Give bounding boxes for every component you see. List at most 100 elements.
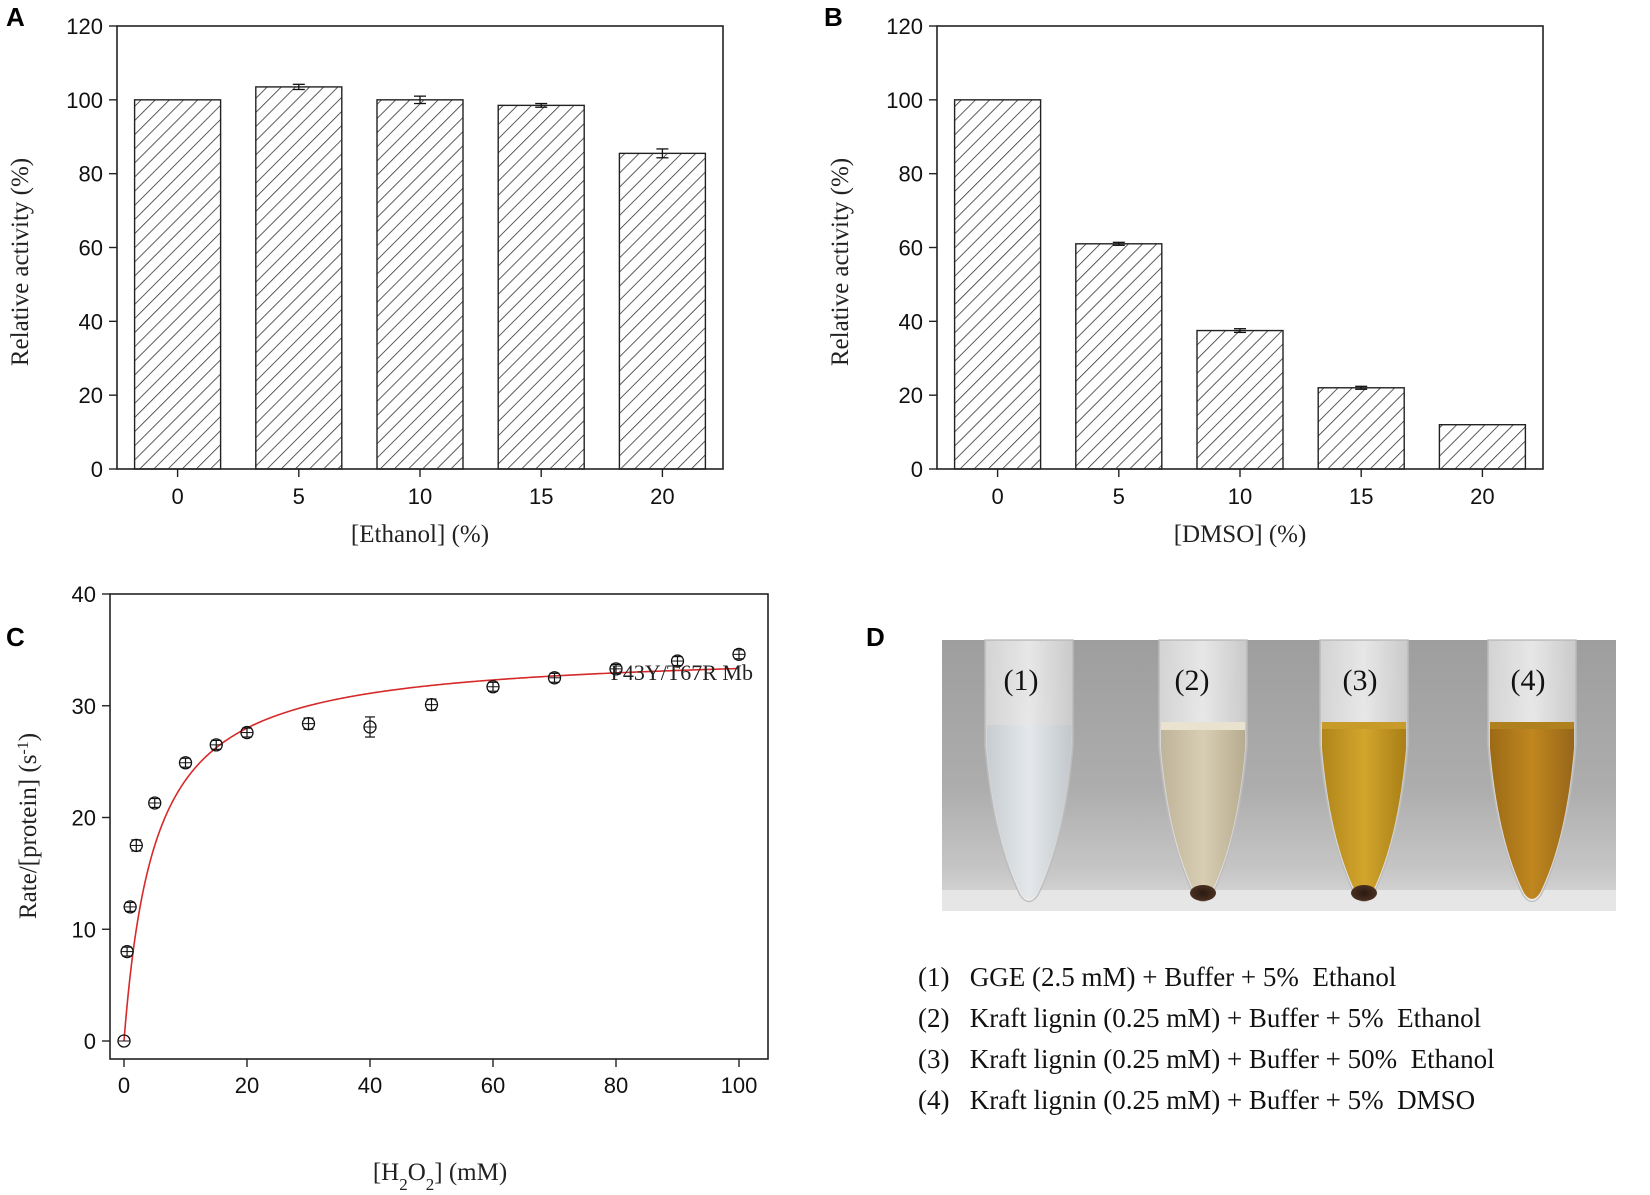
x-tick-label: 20 [235, 1073, 259, 1098]
panel-letter-c: C [6, 622, 25, 652]
error-bar [656, 148, 669, 159]
data-points [117, 647, 746, 1048]
x-axis: 0 20 40 60 80 100 [118, 1059, 757, 1098]
panel-letter-a: A [6, 2, 25, 32]
tube-label-3: (3) [1343, 664, 1378, 697]
x-tick-label: 60 [481, 1073, 505, 1098]
data-point [117, 1034, 131, 1048]
meniscus [1161, 722, 1245, 730]
bar [376, 99, 464, 470]
y-tick-label: 40 [72, 582, 96, 607]
data-point [609, 662, 623, 676]
tube-photo: (1) (2) (3) (4) [942, 639, 1616, 911]
y-axis: 0 10 20 30 40 [72, 582, 110, 1054]
data-point [178, 756, 193, 770]
tube-label-2: (2) [1175, 664, 1210, 697]
x-tick-label: 10 [408, 484, 432, 509]
error-bar [1112, 241, 1125, 246]
pellet [1351, 885, 1377, 901]
data-point [670, 654, 685, 668]
data-point [301, 716, 316, 731]
y-tick-label: 30 [72, 694, 96, 719]
panel-letter-d: D [866, 622, 885, 652]
condition-legend: (1) GGE (2.5 mM) + Buffer + 5% Ethanol (… [918, 962, 1495, 1115]
y-tick-label: 10 [72, 917, 96, 942]
bar [618, 152, 707, 470]
x-label-part: O [408, 1159, 426, 1186]
y-axis-label: Relative activity (%) [7, 158, 34, 366]
tube-label-4: (4) [1511, 664, 1546, 697]
data-point [209, 738, 223, 752]
fit-curve [123, 667, 740, 1042]
x-axis: 0 5 10 15 20 [171, 469, 675, 509]
y-tick-label: 0 [91, 457, 103, 482]
chart-b: 0 20 40 60 80 100 120 0 5 10 15 20 [DMSO] (%) Rela… [827, 14, 1544, 548]
error-bar [292, 83, 305, 91]
bar-group [133, 83, 707, 470]
x-tick-label: 0 [118, 1073, 130, 1098]
x-axis-label: [Ethanol] (%) [351, 521, 489, 548]
x-label-sub: 2 [399, 1175, 408, 1194]
x-axis-label: [H2O2] (mM) [373, 1159, 507, 1194]
bar [255, 86, 343, 470]
y-tick-label: 100 [886, 88, 923, 113]
y-tick-label: 20 [72, 806, 96, 831]
error-bar [1234, 328, 1246, 334]
y-axis-label: Rate/[protein] (s-1) [15, 733, 43, 919]
data-point [486, 680, 500, 694]
x-tick-label: 5 [293, 484, 305, 509]
data-point [123, 900, 137, 914]
y-tick-label: 80 [79, 162, 103, 187]
pellet [1190, 885, 1216, 901]
data-point [732, 647, 746, 661]
x-label-part: [H [373, 1159, 399, 1186]
meniscus [1322, 722, 1406, 729]
tube-liquid [1161, 722, 1245, 899]
legend-line-1: (1) GGE (2.5 mM) + Buffer + 5% Ethanol [918, 962, 1396, 992]
tube-4 [1487, 639, 1577, 903]
x-tick-label: 5 [1113, 484, 1125, 509]
data-point [547, 671, 562, 685]
bar [497, 104, 585, 470]
data-point [240, 725, 254, 740]
x-tick-label: 80 [604, 1073, 628, 1098]
y-tick-label: 80 [899, 162, 923, 187]
y-label-part: ) [15, 733, 42, 741]
legend-line-3: (3) Kraft lignin (0.25 mM) + Buffer + 50… [918, 1044, 1495, 1074]
tube-3 [1319, 639, 1409, 903]
legend-line-2: (2) Kraft lignin (0.25 mM) + Buffer + 5%… [918, 1003, 1481, 1033]
data-point [363, 716, 377, 738]
y-tick-label: 0 [84, 1029, 96, 1054]
y-tick-label: 40 [899, 309, 923, 334]
y-tick-label: 100 [66, 88, 103, 113]
y-tick-label: 60 [899, 236, 923, 261]
plot-frame [109, 593, 769, 1060]
error-bar [535, 102, 548, 108]
bar [1196, 329, 1284, 470]
y-tick-label: 20 [79, 383, 103, 408]
data-point [129, 838, 143, 853]
x-label-part: ] (mM) [434, 1159, 507, 1186]
y-tick-label: 120 [66, 14, 103, 39]
y-axis-label: Relative activity (%) [827, 158, 854, 366]
x-tick-label: 20 [650, 484, 674, 509]
x-tick-label: 0 [171, 484, 183, 509]
series-annotation: F43Y/T67R Mb [611, 660, 753, 685]
tube-1 [984, 639, 1074, 903]
tube-label-1: (1) [1004, 664, 1039, 697]
y-tick-label: 60 [79, 236, 103, 261]
meniscus [1490, 722, 1574, 729]
legend-line-4: (4) Kraft lignin (0.25 mM) + Buffer + 5%… [918, 1085, 1475, 1115]
x-tick-label: 15 [1349, 484, 1373, 509]
y-tick-label: 0 [911, 457, 923, 482]
x-tick-label: 15 [529, 484, 553, 509]
data-point [120, 944, 134, 959]
tube-liquid [1322, 722, 1406, 899]
bar [953, 99, 1042, 470]
bar [1317, 387, 1405, 470]
panel-letter-b: B [824, 2, 843, 32]
bar-group [953, 99, 1527, 470]
x-tick-label: 40 [358, 1073, 382, 1098]
